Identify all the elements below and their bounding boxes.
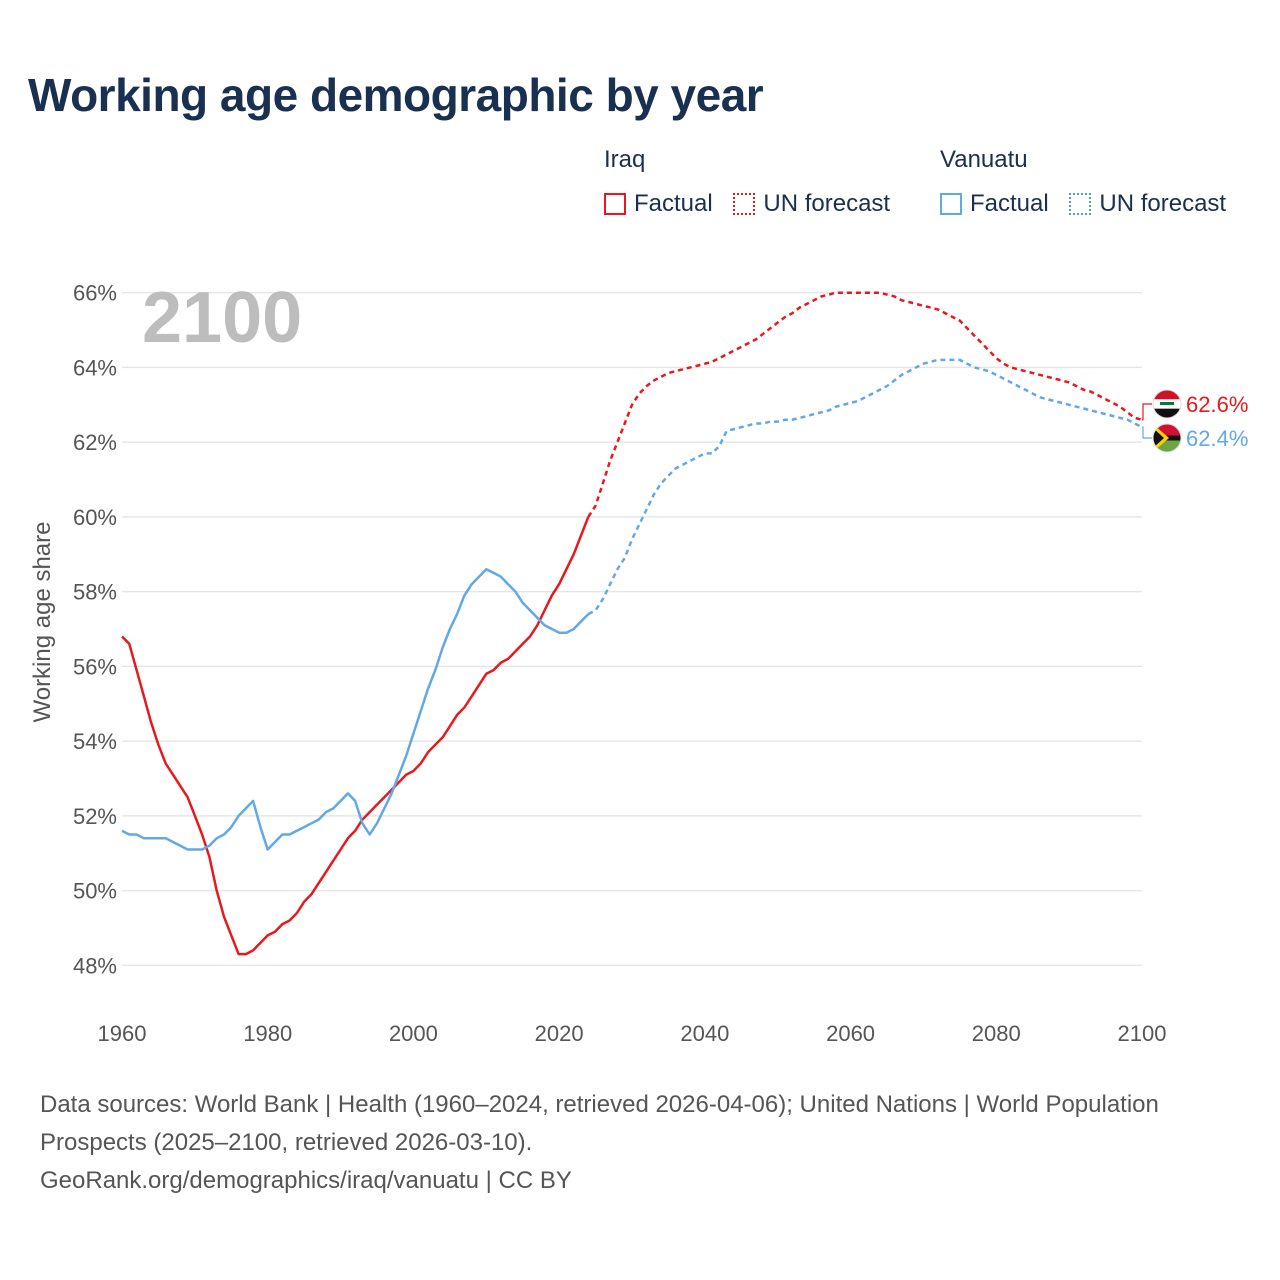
y-tick-label: 56%	[73, 654, 117, 679]
y-tick-label: 50%	[73, 879, 117, 904]
legend-swatch-vanuatu-forecast	[1069, 193, 1092, 215]
series-line-vanuatu-forecast	[587, 358, 1143, 616]
end-label-iraq: 62.6%	[1186, 392, 1248, 417]
y-tick-label: 58%	[73, 580, 117, 605]
legend-country-vanuatu: Vanuatu	[940, 146, 1028, 173]
legend-label-vanuatu-factual: Factual	[970, 190, 1049, 217]
legend-swatch-iraq-factual	[604, 193, 626, 215]
end-connector-iraq	[1142, 403, 1152, 421]
y-tick-label: 52%	[73, 804, 117, 829]
y-tick-label: 54%	[73, 729, 117, 754]
y-tick-label: 66%	[73, 281, 117, 306]
x-tick-label: 2080	[972, 1021, 1021, 1046]
x-tick-label: 2100	[1118, 1021, 1167, 1046]
legend-group-iraq: Iraq Factual UN forecast	[604, 146, 904, 222]
legend-label-iraq-forecast: UN forecast	[763, 190, 891, 217]
footer: Data sources: World Bank | Health (1960–…	[40, 1086, 1160, 1200]
flag-vanuatu-icon	[1152, 423, 1182, 453]
end-label-vanuatu: 62.4%	[1186, 426, 1248, 451]
x-tick-label: 2000	[389, 1021, 438, 1046]
legend-group-vanuatu: Vanuatu Factual UN forecast	[940, 146, 1240, 222]
footer-sources: Data sources: World Bank | Health (1960–…	[40, 1091, 1159, 1156]
footer-credit[interactable]: GeoRank.org/demographics/iraq/vanuatu | …	[40, 1167, 572, 1194]
line-chart: 48% 50% 52% 54% 56% 58% 60% 62% 64% 66% 1960 1980 20…	[29, 278, 1248, 1046]
series-line-iraq-forecast	[587, 291, 1143, 518]
legend-item-vanuatu-forecast[interactable]: UN forecast	[1069, 190, 1226, 218]
x-tick-label: 1980	[243, 1021, 292, 1046]
x-tick-label: 1960	[98, 1021, 147, 1046]
legend-label-iraq-factual: Factual	[634, 190, 713, 217]
x-tick-label: 2060	[826, 1021, 875, 1046]
legend-item-vanuatu-factual[interactable]: Factual	[940, 190, 1049, 218]
legend-label-vanuatu-forecast: UN forecast	[1099, 190, 1227, 217]
legend-country-iraq: Iraq	[604, 146, 646, 173]
y-axis-label: Working age share	[29, 522, 56, 723]
chart-title: Working age demographic by year	[28, 69, 764, 121]
series-line-iraq-factual	[121, 516, 590, 956]
end-connector-vanuatu	[1142, 426, 1152, 439]
series-line-vanuatu-factual	[121, 567, 590, 851]
legend-swatch-vanuatu-factual	[940, 193, 962, 215]
y-tick-label: 48%	[73, 953, 117, 978]
y-tick-label: 64%	[73, 355, 117, 380]
y-tick-label: 60%	[73, 505, 117, 530]
year-watermark: 2100	[142, 278, 302, 358]
x-tick-label: 2040	[680, 1021, 729, 1046]
x-tick-label: 2020	[535, 1021, 584, 1046]
y-tick-label: 62%	[73, 430, 117, 455]
flag-iraq-icon	[1152, 389, 1182, 419]
legend-item-iraq-forecast[interactable]: UN forecast	[733, 190, 890, 218]
legend-swatch-iraq-forecast	[733, 193, 756, 215]
legend-item-iraq-factual[interactable]: Factual	[604, 190, 713, 218]
